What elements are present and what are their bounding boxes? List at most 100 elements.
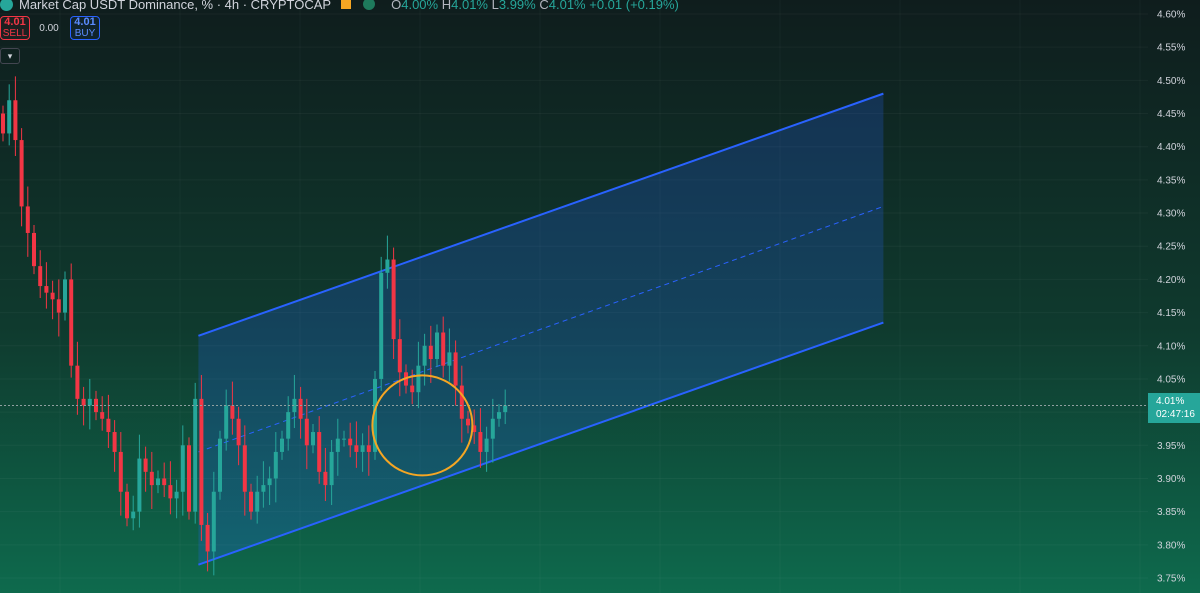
candle-body bbox=[335, 438, 340, 452]
candle-body bbox=[484, 438, 489, 452]
candle bbox=[149, 451, 154, 509]
candle bbox=[249, 483, 253, 520]
candle-body bbox=[242, 445, 247, 492]
candle bbox=[435, 324, 439, 367]
regression-channel[interactable] bbox=[198, 92, 884, 566]
candle-body bbox=[180, 445, 185, 492]
y-tick-label: 4.60% bbox=[1157, 10, 1185, 21]
candle bbox=[218, 430, 222, 500]
candle-body bbox=[7, 100, 12, 134]
candle-body bbox=[100, 412, 105, 419]
candle-body bbox=[323, 471, 328, 486]
candle bbox=[342, 430, 346, 447]
candle-body bbox=[280, 438, 284, 452]
y-tick-label: 3.80% bbox=[1157, 540, 1185, 551]
collapse-legend-button[interactable]: ▾ bbox=[0, 48, 20, 64]
y-tick-label: 4.35% bbox=[1157, 175, 1185, 186]
sell-button[interactable]: 4.01 SELL bbox=[0, 16, 30, 40]
y-tick-label: 3.90% bbox=[1157, 474, 1185, 485]
candle bbox=[478, 408, 483, 468]
candle-body bbox=[13, 100, 18, 141]
candle bbox=[261, 461, 266, 508]
candle-body bbox=[199, 398, 204, 525]
candle bbox=[44, 262, 49, 309]
candle-body bbox=[162, 478, 167, 486]
candle-body bbox=[273, 451, 278, 479]
trade-buttons: 4.01 SELL 0.00 4.01 BUY bbox=[0, 16, 100, 40]
candle-body bbox=[193, 398, 198, 512]
candle-body bbox=[466, 418, 470, 426]
current-price: 4.01% bbox=[1156, 396, 1185, 408]
candle bbox=[211, 471, 216, 576]
candle bbox=[32, 225, 36, 275]
candle-body bbox=[490, 418, 495, 439]
candle bbox=[497, 404, 501, 427]
candle bbox=[317, 416, 322, 484]
candle bbox=[7, 84, 12, 146]
candle bbox=[100, 396, 105, 431]
candle bbox=[348, 422, 353, 458]
highlight-circle[interactable] bbox=[371, 374, 474, 477]
candle bbox=[422, 333, 427, 386]
candle bbox=[19, 128, 24, 227]
candle-body bbox=[441, 332, 446, 366]
candle-body bbox=[453, 352, 458, 386]
spread-value: 0.00 bbox=[39, 22, 59, 34]
candle bbox=[298, 386, 303, 439]
candle bbox=[335, 418, 340, 476]
candle bbox=[459, 365, 464, 443]
candle bbox=[205, 512, 210, 572]
flag-icon[interactable] bbox=[341, 0, 352, 9]
candle-body bbox=[249, 491, 253, 512]
channel-upper-line[interactable] bbox=[198, 92, 884, 337]
candle bbox=[224, 389, 229, 451]
candle bbox=[441, 316, 446, 378]
candle-body bbox=[56, 299, 61, 313]
candle bbox=[187, 437, 191, 520]
candle-body bbox=[311, 432, 315, 446]
candle-body bbox=[416, 365, 421, 393]
candle-body bbox=[174, 491, 179, 499]
candle-body bbox=[428, 345, 433, 360]
y-tick-label: 4.15% bbox=[1157, 308, 1185, 319]
y-tick-label: 4.40% bbox=[1157, 142, 1185, 153]
candle-body bbox=[354, 445, 359, 452]
candle bbox=[391, 247, 396, 360]
candle bbox=[193, 382, 198, 524]
candle-body bbox=[317, 432, 322, 472]
candle bbox=[236, 406, 241, 466]
candle-body bbox=[50, 292, 55, 300]
candle-body bbox=[224, 405, 229, 439]
candle-body bbox=[81, 398, 86, 406]
y-tick-label: 4.10% bbox=[1157, 341, 1185, 352]
candle bbox=[180, 425, 185, 516]
candle bbox=[273, 432, 278, 503]
candle-body bbox=[156, 478, 160, 486]
candle-body bbox=[87, 398, 92, 406]
candle-body bbox=[366, 445, 371, 452]
candle-body bbox=[137, 458, 142, 512]
channel-lower-line[interactable] bbox=[198, 321, 884, 566]
price-axis[interactable]: 4.60% 4.55% 4.50% 4.45% 4.40% 4.35% 4.30% 4.25%… bbox=[1157, 10, 1185, 585]
candle-body bbox=[447, 352, 452, 366]
buy-button[interactable]: 4.01 BUY bbox=[70, 16, 100, 40]
candle bbox=[428, 325, 433, 383]
candle-body bbox=[211, 491, 216, 552]
candle bbox=[472, 409, 477, 444]
candle bbox=[311, 424, 315, 454]
candle bbox=[503, 389, 508, 425]
candle-body bbox=[286, 412, 291, 439]
candlestick-series bbox=[1, 76, 508, 576]
candle-body bbox=[397, 339, 402, 373]
y-tick-label: 4.55% bbox=[1157, 43, 1185, 54]
channel-middle-line[interactable] bbox=[198, 205, 884, 453]
candle-body bbox=[63, 279, 67, 313]
candle bbox=[484, 426, 489, 472]
candle-body bbox=[236, 418, 241, 446]
market-status-icon bbox=[363, 0, 376, 10]
candle-body bbox=[348, 438, 353, 446]
candle-body bbox=[459, 385, 464, 419]
y-tick-label: 4.20% bbox=[1157, 275, 1185, 286]
symbol-title[interactable]: Market Cap USDT Dominance, % · 4h · CRYP… bbox=[19, 0, 332, 12]
